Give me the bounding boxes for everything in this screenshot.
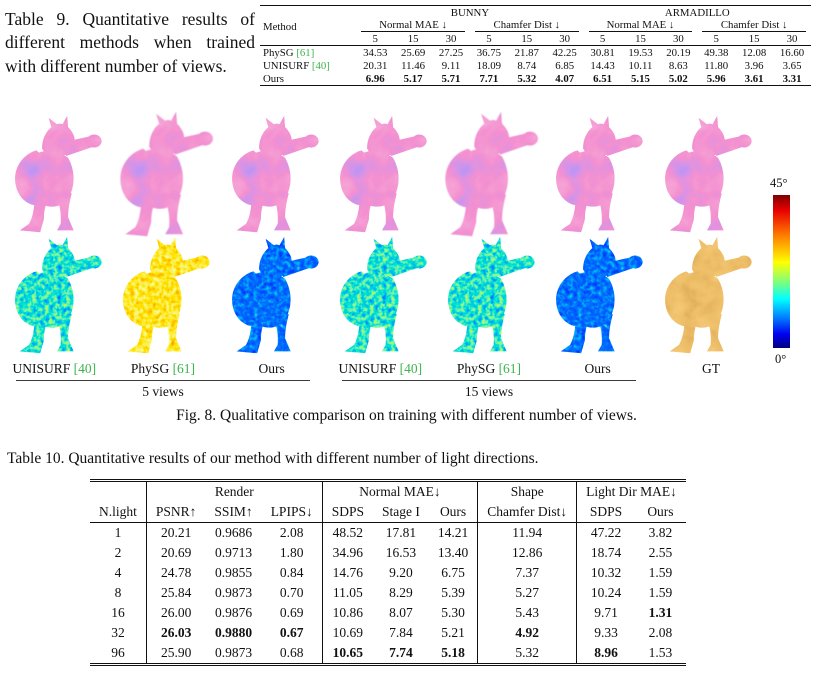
colorbar — [773, 195, 790, 348]
group-15views: UNISURF [40] PhySG [61] Ours 15 views — [326, 361, 652, 400]
normal-map-ours-5views — [217, 115, 325, 236]
table9-caption: Table 9. Quantitative results of differe… — [5, 9, 255, 76]
method-label: PhySG [61] — [130, 361, 196, 376]
normal-map-ours-15views — [541, 115, 649, 236]
t9-subheader: Chamfer Dist ↓ — [474, 19, 579, 32]
colorbar-max-label: 45° — [770, 176, 788, 190]
error-map-ours-15views — [541, 236, 649, 357]
t10-group-render: Render — [145, 480, 323, 502]
error-map-ours-5views — [217, 236, 325, 357]
citation: [40] — [399, 361, 423, 376]
t10-row: 4 24.78 0.9855 0.84 14.76 9.20 6.75 7.37 10.… — [90, 562, 686, 583]
figure8: 45° 0° UNISURF [40] PhySG [61] Ours 5 vi… — [0, 111, 813, 425]
t9-views-row: 5 15 30 5 15 30 5 15 30 5 15 30 — [372, 32, 798, 45]
method-label: UNISURF [40] — [338, 361, 423, 376]
t10-group-normalmae: Normal MAE↓ — [321, 480, 478, 502]
colorbar-min-label: 0° — [775, 352, 787, 366]
t10-row: 1 20.21 0.9686 2.08 48.52 17.81 14.21 11.94 … — [90, 522, 686, 543]
citation: [61] — [498, 361, 522, 376]
t9-group-row: BUNNY ARMADILLO — [260, 6, 811, 20]
citation: [61] — [296, 46, 315, 59]
normal-map-gt-column — [650, 115, 758, 236]
t10-row: 96 25.90 0.9873 0.68 10.65 7.74 5.18 5.32 8.… — [90, 642, 686, 665]
t9-subgroup-row: Method Normal MAE ↓ Chamfer Dist ↓ Norma… — [260, 19, 811, 33]
table10-caption: Table 10. Quantitative results of our me… — [7, 450, 539, 467]
error-map-physg-5views — [108, 236, 216, 357]
group-underline — [342, 380, 636, 381]
t10-header-row: N.light PSNR↑ SSIM↑ LPIPS↓ SDPS Stage I … — [90, 501, 686, 523]
citation: [40] — [311, 59, 330, 72]
error-map-unisurf-15views — [325, 236, 433, 357]
figure8-image-grid — [0, 111, 758, 357]
normal-map-physg-15views — [433, 111, 541, 237]
t9-method-header: Method — [263, 21, 297, 33]
group-label-15views: 15 views — [464, 384, 514, 399]
t9-subheader: Normal MAE ↓ — [588, 19, 693, 32]
t10-group-row: Render Normal MAE↓ Shape Light Dir MAE↓ — [90, 480, 686, 502]
t10-group-shape: Shape — [477, 480, 577, 502]
gt-label: GT — [702, 361, 720, 376]
method-label: PhySG [61] — [456, 361, 522, 376]
table10-container: Render Normal MAE↓ Shape Light Dir MAE↓ … — [90, 479, 813, 666]
t9-group-armadillo: ARMADILLO — [664, 6, 730, 19]
group-5views: UNISURF [40] PhySG [61] Ours 5 views — [0, 361, 326, 400]
t10-row: 16 26.00 0.9876 0.69 10.86 8.07 5.30 5.43 9.… — [90, 602, 686, 623]
method-label: Ours — [584, 361, 611, 376]
t9-row-physg: PhySG [61] 34.53 25.69 27.25 36.75 21.87 42.… — [260, 45, 811, 59]
table9-section: Table 9. Quantitative results of differe… — [0, 0, 813, 112]
error-map-unisurf-5views — [0, 236, 108, 357]
t10-row: 32 26.03 0.9880 0.67 10.69 7.84 5.21 4.92 9.… — [90, 622, 686, 643]
t9-row-ours: Ours 6.96 5.17 5.71 7.71 5.32 4.07 6.51 5.15 5… — [263, 72, 802, 85]
t10-row: 8 25.84 0.9873 0.70 11.05 8.29 5.39 5.27 10.… — [90, 582, 686, 603]
t9-group-bunny: BUNNY — [450, 6, 490, 19]
group-label-5views: 5 views — [142, 384, 184, 399]
group-underline — [16, 380, 310, 381]
citation: [40] — [73, 361, 97, 376]
figure8-footer: UNISURF [40] PhySG [61] Ours 5 views UNI… — [0, 361, 770, 400]
error-map-physg-15views — [433, 236, 541, 357]
figure8-caption: Fig. 8. Qualitative comparison on traini… — [176, 407, 637, 424]
colorbar-column: 45° 0° — [758, 115, 813, 366]
t9-subheader: Normal MAE ↓ — [361, 19, 465, 32]
t9-row-unisurf: UNISURF [40] 20.31 11.46 9.11 18.09 8.74 6.8… — [263, 59, 802, 72]
table9: BUNNY ARMADILLO Method Normal MAE ↓ Cham… — [260, 5, 811, 86]
citation: [61] — [172, 361, 196, 376]
t10-group-lightdir: Light Dir MAE↓ — [576, 480, 686, 502]
gt-mesh-image — [650, 236, 758, 357]
method-label: UNISURF [40] — [12, 361, 97, 376]
normal-map-physg-5views — [108, 111, 216, 237]
t10-row: 2 20.69 0.9713 1.80 34.96 16.53 13.40 12.86 … — [90, 542, 686, 563]
table9-container: BUNNY ARMADILLO Method Normal MAE ↓ Cham… — [260, 0, 811, 86]
t9-subheader: Chamfer Dist ↓ — [702, 19, 806, 32]
table10: Render Normal MAE↓ Shape Light Dir MAE↓ … — [90, 479, 686, 666]
method-label: Ours — [258, 361, 285, 376]
normal-map-unisurf-15views — [325, 115, 433, 236]
normal-map-unisurf-5views — [0, 115, 108, 236]
